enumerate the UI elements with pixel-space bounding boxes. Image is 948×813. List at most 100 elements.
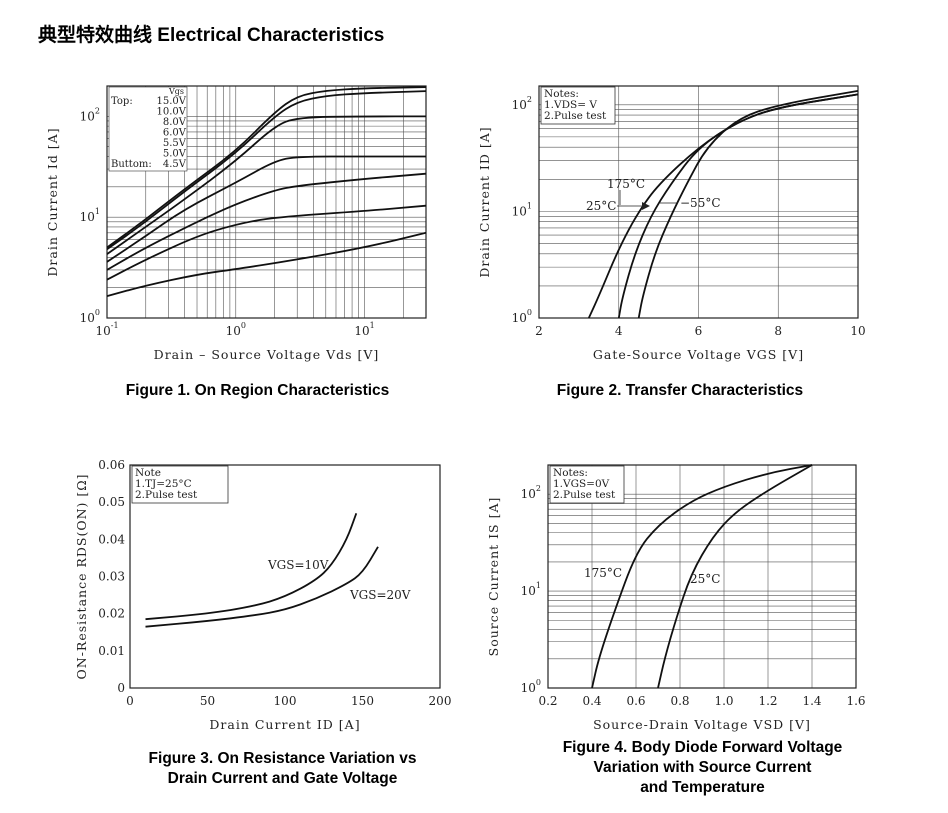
plot-frame — [538, 85, 859, 319]
notes-text: 2.Pulse test — [553, 489, 616, 501]
series-line — [106, 90, 427, 251]
figure1-caption-line: Figure 1. On Region Characteristics — [125, 382, 390, 399]
legend-label: 15.0V — [157, 96, 187, 107]
annotation-175c: 175°C — [607, 177, 645, 191]
figure3-caption-line: Figure 3. On Resistance Variation vs — [148, 750, 417, 767]
figure4-caption: Figure 4. Body Diode Forward Voltage Var… — [520, 738, 885, 798]
legend-header: Vgs — [168, 87, 184, 96]
legend-label: 8.0V — [163, 117, 187, 128]
x-tick-label: 0.2 — [538, 694, 557, 708]
y-axis-label: ON-Resistance RDS(ON) [Ω] — [74, 474, 89, 680]
notes-box: Notes:1.VGS=0V2.Pulse test — [549, 465, 625, 504]
figure4-caption-line: and Temperature — [640, 779, 765, 796]
legend-prefix: Buttom: — [111, 159, 152, 170]
figure4-caption-line: Variation with Source Current — [593, 759, 812, 776]
y-tick-label: 0.06 — [98, 458, 125, 472]
x-tick-label: 100 — [274, 694, 297, 708]
annotation-25c: 25°C — [690, 572, 720, 586]
notes-text: Note — [135, 467, 161, 479]
series-line — [106, 115, 426, 255]
annotation-minus55c: −55°C — [680, 196, 721, 210]
series-line — [657, 464, 813, 689]
notes-text: Notes: — [553, 467, 588, 479]
x-tick-label: 8 — [774, 324, 782, 338]
x-axis-label: Gate-Source Voltage VGS [V] — [593, 347, 804, 362]
x-tick-label: 1.6 — [846, 694, 865, 708]
x-tick-label: 50 — [200, 694, 215, 708]
chart-3: 0 50 100 150 200 0 0.01 0.02 0.03 0.04 0.05 0.06 Dra… — [74, 458, 451, 732]
y-tick-label: 0.05 — [98, 495, 125, 509]
annotation-175c: 175°C — [584, 566, 622, 580]
annotation-vgs10: VGS=10V — [267, 558, 329, 572]
x-tick-label: 101 — [354, 321, 374, 338]
series-line — [617, 93, 859, 319]
legend-label: 5.0V — [163, 149, 187, 160]
legend-label: 10.0V — [157, 107, 187, 118]
plot-frame — [547, 464, 857, 689]
y-tick-label: 0.04 — [98, 532, 125, 546]
series-line — [591, 464, 813, 689]
series-line — [106, 172, 427, 271]
y-tick-label: 0.01 — [98, 644, 125, 658]
figure2-caption: Figure 2. Transfer Characteristics — [500, 381, 860, 401]
y-tick-label: 101 — [512, 201, 532, 218]
series-line — [145, 546, 379, 628]
figure4-caption-line: Figure 4. Body Diode Forward Voltage — [562, 739, 843, 756]
x-axis-label: Drain – Source Voltage Vds [V] — [154, 347, 380, 362]
chart-2: 2 4 6 8 10 100 101 102 Gate-Source Voltage VGS [… — [477, 85, 866, 362]
y-tick-label: 0.02 — [98, 607, 125, 621]
x-tick-label: 200 — [429, 694, 452, 708]
arrow-head — [642, 202, 650, 210]
x-tick-label: 0.8 — [670, 694, 689, 708]
x-tick-label: 10-1 — [95, 321, 118, 338]
y-axis-label: Drain Current ID [A] — [477, 126, 492, 277]
annotation-vgs20: VGS=20V — [349, 588, 411, 602]
notes-text: 1.TJ=25°C — [135, 478, 192, 490]
x-tick-label: 0.4 — [582, 694, 601, 708]
y-tick-label: 100 — [512, 308, 532, 325]
y-tick-label: 100 — [521, 678, 541, 695]
x-tick-label: 6 — [695, 324, 703, 338]
legend-prefix: Top: — [111, 96, 133, 107]
x-tick-label: 1.4 — [802, 694, 821, 708]
series-line — [106, 204, 427, 281]
notes-frame — [549, 465, 625, 504]
x-tick-label: 1.2 — [758, 694, 777, 708]
y-tick-label: 101 — [80, 207, 100, 224]
x-tick-label: 100 — [226, 321, 246, 338]
y-axis-label: Source Current IS [A] — [486, 497, 501, 657]
x-tick-label: 0 — [126, 694, 134, 708]
y-tick-label: 0 — [117, 681, 125, 695]
y-tick-label: 0.03 — [98, 570, 125, 584]
figure2-caption-line: Figure 2. Transfer Characteristics — [556, 382, 804, 399]
notes-text: Notes: — [544, 88, 579, 100]
notes-frame — [131, 465, 229, 504]
y-tick-label: 102 — [80, 106, 100, 123]
chart-4: 0.2 0.4 0.6 0.8 1.0 1.2 1.4 1.6 100 101 102 Source-… — [486, 464, 866, 732]
notes-frame — [540, 86, 616, 125]
notes-text: 2.Pulse test — [544, 110, 607, 122]
series-line — [106, 231, 427, 297]
plot-frame — [106, 85, 427, 319]
x-tick-label: 0.6 — [626, 694, 645, 708]
figure3-caption-line: Drain Current and Gate Voltage — [167, 770, 398, 787]
notes-text: 1.VDS= V — [544, 99, 597, 111]
x-tick-label: 2 — [535, 324, 543, 338]
y-tick-label: 102 — [512, 95, 532, 112]
y-tick-label: 101 — [521, 581, 541, 598]
y-tick-label: 100 — [80, 308, 100, 325]
notes-box: Notes:1.VDS= V2.Pulse test — [540, 86, 616, 125]
notes-text: 1.VGS=0V — [553, 478, 610, 490]
x-tick-label: 10 — [850, 324, 865, 338]
legend-label: 4.5V — [163, 159, 187, 170]
legend-label: 5.5V — [163, 138, 187, 149]
notes-text: 2.Pulse test — [135, 489, 198, 501]
figure3-caption: Figure 3. On Resistance Variation vs Dra… — [100, 749, 465, 789]
x-axis-label: Source-Drain Voltage VSD [V] — [593, 717, 811, 732]
series-line — [145, 512, 358, 621]
y-tick-label: 102 — [521, 484, 541, 501]
